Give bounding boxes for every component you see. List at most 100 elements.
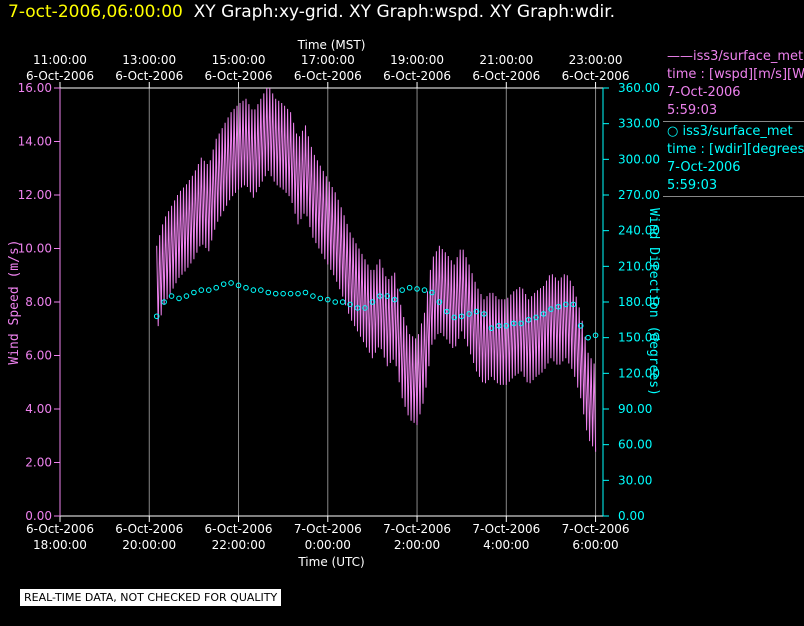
wind-direction-point (354, 305, 361, 311)
legend-detail-line: 7-Oct-2006 (667, 160, 741, 175)
legend-series-name: iss3/surface_met (693, 49, 804, 64)
wind-direction-series (153, 280, 599, 341)
bottom-tick-label-date: 7-Oct-2006 (472, 522, 540, 536)
bottom-tick-label-time: 2:00:00 (394, 538, 440, 552)
window-title: 7-oct-2006,06:00:00 XY Graph:xy-grid. XY… (8, 2, 615, 22)
wind-direction-point (555, 303, 562, 310)
wind-direction-point (399, 287, 405, 293)
bottom-tick-label-date: 6-Oct-2006 (205, 522, 273, 536)
legend-divider (663, 196, 804, 197)
top-tick-label-date: 6-Oct-2006 (562, 69, 630, 83)
bottom-tick-label-time: 20:00:00 (122, 538, 176, 552)
wind-direction-point (287, 290, 294, 297)
wind-direction-point (525, 317, 532, 323)
legend-divider (663, 121, 804, 122)
title-timestamp: 7-oct-2006,06:00:00 (8, 2, 183, 22)
left-tick-label: 10.00 (18, 242, 52, 256)
legend-entry-title: ○ iss3/surface_met (667, 123, 804, 141)
wind-direction-point (235, 282, 242, 289)
top-tick-label-time: 13:00:00 (122, 53, 176, 67)
wind-direction-point (510, 320, 517, 327)
right-tick-label: 360.00 (618, 81, 660, 95)
y-axis-title-right: Wind Direction (degrees) (646, 208, 661, 396)
legend-detail-line: 7-Oct-2006 (667, 85, 741, 100)
x-axis-title-utc: Time (UTC) (297, 555, 364, 569)
wind-direction-point (429, 289, 435, 296)
wind-direction-point (585, 334, 591, 341)
wind-direction-point (161, 299, 167, 305)
wind-direction-point (481, 311, 487, 317)
legend-detail-line: 5:59:03 (667, 178, 718, 193)
wind-direction-point (384, 293, 391, 299)
right-tick-label: 90.00 (618, 402, 652, 416)
wind-direction-point (570, 301, 577, 308)
right-tick-label: 30.00 (618, 473, 652, 487)
top-tick-label-date: 6-Oct-2006 (294, 69, 362, 83)
wind-direction-point (518, 320, 524, 327)
left-tick-label: 6.00 (25, 349, 52, 363)
y-axis-title-left: Wind Speed (m/s) (7, 239, 22, 364)
top-tick-label-time: 11:00:00 (33, 53, 87, 67)
left-tick-label: 0.00 (25, 509, 52, 523)
wind-direction-point (406, 284, 413, 291)
wind-direction-point (496, 322, 502, 329)
wind-direction-point (414, 286, 420, 292)
wind-speed-series (156, 87, 597, 452)
left-tick-label: 4.00 (25, 402, 52, 416)
top-tick-label-time: 21:00:00 (479, 53, 533, 67)
wind-direction-point (466, 311, 472, 317)
wind-direction-point (362, 305, 368, 311)
bottom-tick-label-date: 6-Oct-2006 (115, 522, 183, 536)
left-tick-label: 16.00 (18, 81, 52, 95)
right-tick-label: 150.00 (618, 331, 660, 345)
legend-detail-line: time : [wdir][degrees][Wind Direction] (667, 142, 804, 157)
wind-direction-point (168, 293, 175, 299)
quality-disclaimer: REAL-TIME DATA, NOT CHECKED FOR QUALITY (20, 589, 282, 606)
wind-direction-point (295, 290, 301, 297)
wind-direction-point (548, 306, 554, 312)
wind-direction-point (369, 299, 376, 305)
left-tick-label: 14.00 (18, 135, 52, 149)
title-graph-list: XY Graph:xy-grid. XY Graph:wspd. XY Grap… (193, 2, 616, 22)
bottom-tick-label-time: 22:00:00 (212, 538, 266, 552)
right-tick-label: 330.00 (618, 117, 660, 131)
right-tick-label: 270.00 (618, 188, 660, 202)
bottom-tick-label-date: 7-Oct-2006 (562, 522, 630, 536)
right-tick-label: 300.00 (618, 152, 660, 166)
wind-direction-point (577, 322, 584, 329)
top-tick-label-time: 17:00:00 (301, 53, 355, 67)
wind-direction-point (205, 287, 212, 293)
top-tick-label-date: 6-Oct-2006 (115, 69, 183, 83)
top-tick-label-date: 6-Oct-2006 (383, 69, 451, 83)
wind-direction-point (228, 280, 234, 286)
bottom-tick-label-time: 0:00:00 (305, 538, 351, 552)
wind-direction-point (436, 299, 443, 305)
legend-detail-line: 5:59:03 (667, 103, 718, 118)
wind-direction-point (332, 299, 339, 305)
wind-direction-point (421, 287, 428, 293)
wind-direction-point (191, 289, 197, 296)
top-tick-label-time: 23:00:00 (569, 53, 623, 67)
wind-direction-point (265, 289, 272, 296)
wind-direction-point (458, 313, 465, 320)
left-tick-label: 2.00 (25, 456, 52, 470)
right-tick-label: 60.00 (618, 438, 652, 452)
wind-direction-point (258, 287, 264, 293)
wind-direction-point (391, 296, 398, 303)
wind-direction-point (272, 290, 279, 297)
top-tick-label-date: 6-Oct-2006 (26, 69, 94, 83)
wind-direction-point (488, 325, 495, 331)
right-tick-label: 210.00 (618, 259, 660, 273)
bottom-tick-label-time: 18:00:00 (33, 538, 87, 552)
wind-direction-point (302, 289, 309, 296)
wind-direction-point (243, 284, 249, 291)
wind-direction-point (250, 287, 257, 293)
wind-direction-point (183, 293, 190, 299)
legend-entry-title: ——iss3/surface_met (667, 48, 804, 66)
right-tick-label: 120.00 (618, 366, 660, 380)
left-tick-label: 8.00 (25, 295, 52, 309)
